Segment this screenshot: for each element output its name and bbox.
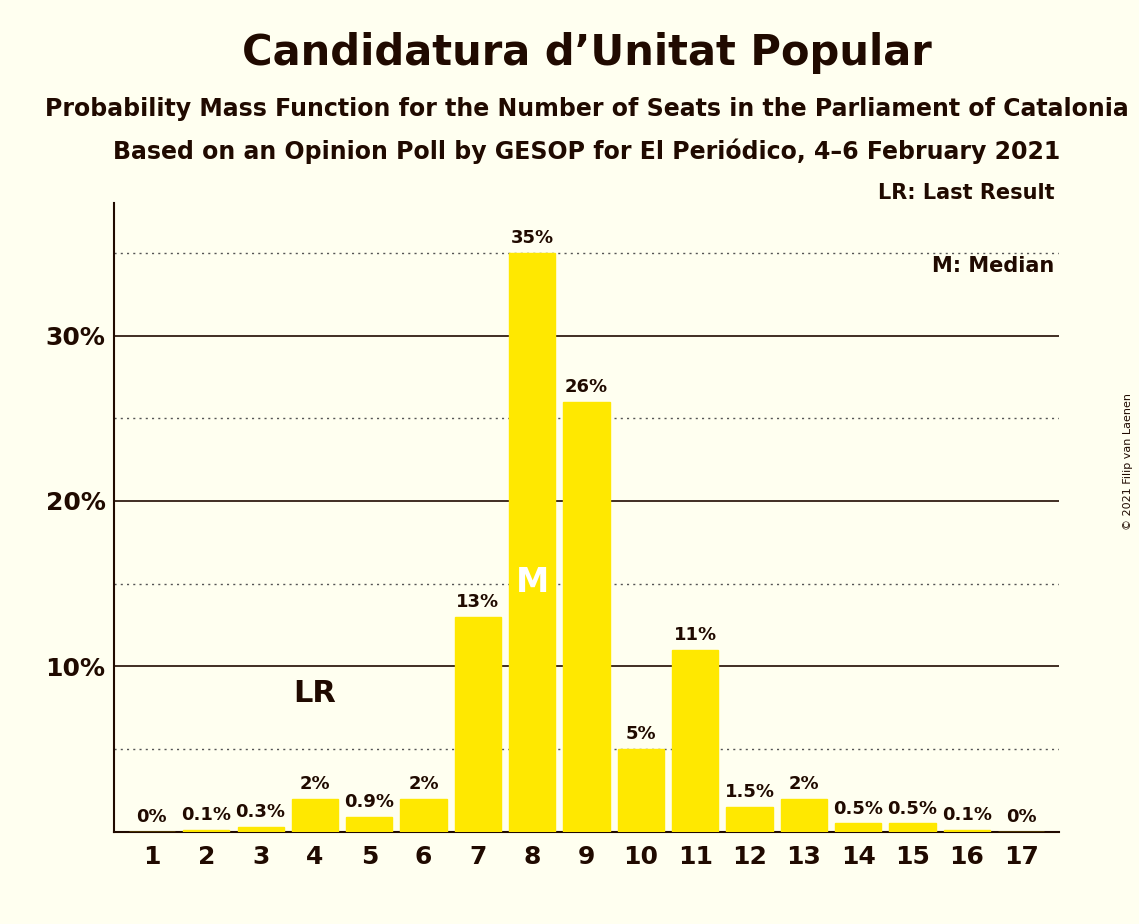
Text: 0.3%: 0.3% — [236, 803, 286, 821]
Text: 11%: 11% — [673, 626, 716, 644]
Bar — [183, 830, 229, 832]
Text: M: Median: M: Median — [933, 256, 1055, 276]
Text: M: M — [516, 566, 549, 600]
Text: 5%: 5% — [625, 725, 656, 743]
Bar — [401, 798, 446, 832]
Bar — [564, 402, 609, 832]
Bar — [292, 798, 338, 832]
Text: LR: LR — [294, 678, 336, 708]
Text: 0.1%: 0.1% — [181, 806, 231, 824]
Text: 1.5%: 1.5% — [724, 783, 775, 801]
Text: 2%: 2% — [788, 774, 819, 793]
Text: 26%: 26% — [565, 378, 608, 395]
Bar — [509, 253, 556, 832]
Text: LR: Last Result: LR: Last Result — [878, 183, 1055, 203]
Text: 0.5%: 0.5% — [834, 799, 883, 818]
Text: Probability Mass Function for the Number of Seats in the Parliament of Catalonia: Probability Mass Function for the Number… — [44, 97, 1129, 121]
Bar — [238, 827, 284, 832]
Text: 0.9%: 0.9% — [344, 793, 394, 811]
Text: 2%: 2% — [300, 774, 330, 793]
Text: Based on an Opinion Poll by GESOP for El Periódico, 4–6 February 2021: Based on an Opinion Poll by GESOP for El… — [113, 139, 1060, 164]
Bar — [454, 616, 501, 832]
Bar — [727, 807, 772, 832]
Text: 0%: 0% — [1006, 808, 1036, 826]
Bar — [890, 823, 935, 832]
Text: 2%: 2% — [408, 774, 439, 793]
Bar — [944, 830, 990, 832]
Text: Candidatura d’Unitat Popular: Candidatura d’Unitat Popular — [241, 32, 932, 74]
Text: 0%: 0% — [137, 808, 167, 826]
Text: 0.1%: 0.1% — [942, 806, 992, 824]
Bar — [346, 817, 392, 832]
Text: 35%: 35% — [510, 229, 554, 247]
Bar — [672, 650, 719, 832]
Bar — [617, 749, 664, 832]
Text: 13%: 13% — [457, 593, 500, 611]
Text: 0.5%: 0.5% — [887, 799, 937, 818]
Bar — [835, 823, 882, 832]
Text: © 2021 Filip van Laenen: © 2021 Filip van Laenen — [1123, 394, 1133, 530]
Bar — [781, 798, 827, 832]
